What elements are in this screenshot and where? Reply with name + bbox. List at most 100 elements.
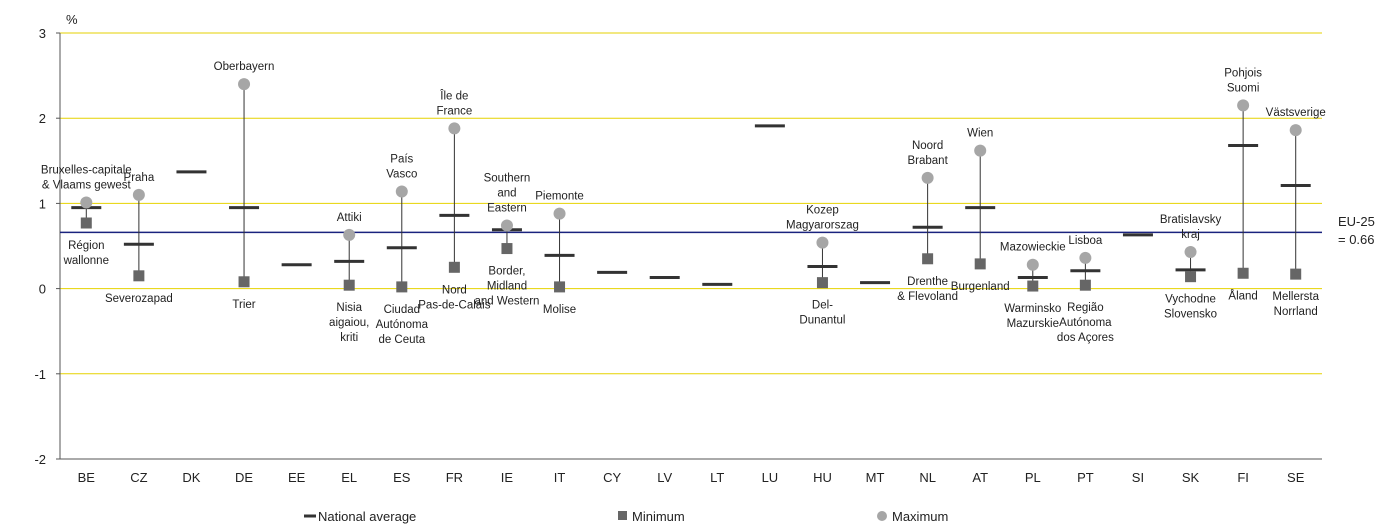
country-group-it: Piemonte Molise: [535, 191, 584, 316]
country-marks: Bruxelles-capitale & Vlaams gewest Région w…: [41, 61, 1326, 346]
legend: National average Minimum Maximum: [304, 509, 948, 524]
minimum-mark: [1027, 280, 1039, 292]
max-region-label: Oberbayern: [214, 61, 275, 73]
maximum-mark: [80, 196, 93, 209]
x-category-label: SI: [1132, 470, 1144, 485]
maximum-mark: [1026, 258, 1039, 271]
min-region-label: Norrland: [1274, 306, 1318, 318]
min-region-label: Mazurskie: [1007, 318, 1059, 330]
maximum-mark: [1289, 124, 1302, 137]
minimum-mark: [501, 243, 513, 255]
country-group-hu: Kozep Magyarorszag Del- Dunantul: [786, 205, 859, 327]
country-group-es: País Vasco Ciudad Autónoma de Ceuta: [376, 153, 429, 345]
min-region-label: Vychodne: [1165, 294, 1216, 306]
x-category-label: DK: [182, 470, 200, 485]
max-region-label: kraj: [1181, 229, 1200, 241]
min-region-label: Nisia: [336, 302, 362, 314]
minimum-mark: [343, 279, 355, 291]
min-region-label: Région: [68, 240, 104, 252]
maximum-mark: [1184, 245, 1197, 258]
max-region-label: & Vlaams gewest: [42, 180, 132, 192]
country-group-ie: Southern and Eastern Border, Midland and West…: [474, 173, 539, 308]
x-category-label: SK: [1182, 470, 1200, 485]
maximum-mark: [343, 228, 356, 241]
minimum-mark: [922, 253, 934, 265]
legend-minimum-label: Minimum: [632, 509, 685, 524]
minimum-mark: [554, 281, 566, 293]
min-region-label: and Western: [474, 296, 539, 308]
minimum-mark: [133, 270, 145, 282]
min-region-label: de Ceuta: [378, 334, 425, 346]
x-category-label: EE: [288, 470, 306, 485]
min-region-label: Slovensko: [1164, 309, 1217, 321]
x-category-label: PL: [1025, 470, 1041, 485]
maximum-mark: [1079, 251, 1092, 264]
min-region-label: Mellersta: [1272, 291, 1319, 303]
eu25-reference-value: = 0.66: [1338, 232, 1375, 247]
max-region-label: France: [436, 105, 472, 117]
minimum-mark: [396, 281, 408, 293]
minimum-mark: [1237, 267, 1249, 279]
x-category-label: PT: [1077, 470, 1094, 485]
country-group-de: Oberbayern Trier: [214, 61, 275, 311]
country-group-pt: Lisboa Região Autónoma dos Açores: [1057, 235, 1114, 344]
max-region-label: Attiki: [337, 212, 362, 224]
max-region-label: Piemonte: [535, 191, 584, 203]
maximum-mark: [500, 219, 513, 232]
country-group-nl: Noord Brabant Drenthe & Flevoland: [897, 140, 958, 303]
min-region-label: Border,: [488, 266, 525, 278]
min-region-label: Del-: [812, 300, 833, 312]
legend-maximum-label: Maximum: [892, 509, 948, 524]
min-region-label: Severozapad: [105, 293, 173, 305]
eu25-reference-label: EU-25: [1338, 214, 1375, 229]
minimum-mark: [1185, 271, 1197, 283]
x-category-labels: BE CZ DK DE EE EL ES FR IE IT CY LV LT LU HU MT NL AT PL PT…: [78, 470, 1305, 485]
minimum-mark: [1079, 279, 1091, 291]
minimum-mark: [816, 277, 828, 289]
country-group-fr: Île de France Nord Pas-de-Calais: [418, 89, 490, 311]
max-region-label: Île de: [439, 89, 468, 102]
min-region-label: Autónoma: [1059, 317, 1112, 329]
maximum-mark: [132, 188, 145, 201]
x-category-label: SE: [1287, 470, 1305, 485]
y-tick-labels: 3 2 1 0 -1 -2: [34, 26, 60, 467]
y-axis-unit-label: %: [66, 12, 78, 27]
maximum-mark: [816, 236, 829, 249]
maximum-mark: [1237, 99, 1250, 112]
x-category-label: EL: [341, 470, 357, 485]
min-region-label: Pas-de-Calais: [418, 299, 490, 311]
y-tick-label: 3: [39, 26, 46, 41]
max-region-label: Vasco: [386, 168, 417, 180]
min-region-label: Ciudad: [384, 304, 420, 316]
max-region-label: Mazowieckie: [1000, 242, 1066, 254]
axes: [59, 33, 1322, 460]
max-region-label: Västsverige: [1266, 107, 1326, 119]
y-tick-label: 2: [39, 111, 46, 126]
x-category-label: IT: [554, 470, 566, 485]
y-tick-label: -1: [34, 367, 46, 382]
country-group-cz: Praha Severozapad: [105, 172, 173, 305]
x-category-label: FR: [446, 470, 463, 485]
max-region-label: Lisboa: [1068, 235, 1102, 247]
max-region-label: Suomi: [1227, 82, 1260, 94]
max-region-label: Bratislavsky: [1160, 214, 1222, 226]
x-category-label: DE: [235, 470, 253, 485]
maximum-mark: [395, 185, 408, 198]
max-region-label: Magyarorszag: [786, 220, 859, 232]
maximum-mark: [238, 78, 251, 91]
legend-average-label: National average: [318, 509, 416, 524]
min-region-label: Autónoma: [376, 319, 429, 331]
legend-minimum-swatch: [618, 511, 627, 520]
max-region-label: Kozep: [806, 205, 839, 217]
min-region-label: Burgenland: [951, 281, 1010, 293]
x-category-label: LT: [710, 470, 724, 485]
maximum-mark: [921, 171, 934, 184]
min-region-label: kriti: [340, 332, 358, 344]
max-region-label: Bruxelles-capitale: [41, 165, 132, 177]
max-region-label: Eastern: [487, 203, 527, 215]
eu25-reference: EU-25 = 0.66: [60, 214, 1375, 247]
country-group-se: Västsverige Mellersta Norrland: [1266, 107, 1326, 318]
country-group-pl: Mazowieckie Warminsko Mazurskie: [1000, 242, 1066, 330]
maximum-mark: [553, 207, 566, 220]
max-region-label: Wien: [967, 128, 993, 140]
